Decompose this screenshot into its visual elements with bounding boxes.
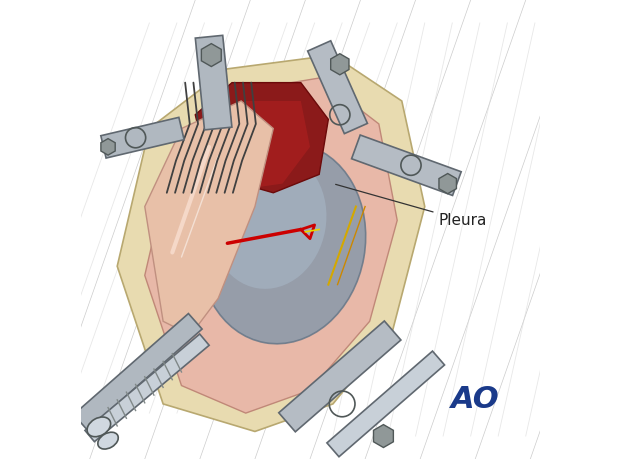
Polygon shape xyxy=(101,118,184,158)
Polygon shape xyxy=(308,41,368,134)
Polygon shape xyxy=(205,101,310,193)
Ellipse shape xyxy=(211,152,327,289)
Text: AO: AO xyxy=(451,385,500,414)
Polygon shape xyxy=(352,135,461,196)
Ellipse shape xyxy=(98,432,118,449)
Text: Pleura: Pleura xyxy=(335,185,487,228)
Ellipse shape xyxy=(199,143,366,344)
Polygon shape xyxy=(327,351,445,457)
Ellipse shape xyxy=(87,417,110,437)
Polygon shape xyxy=(144,78,397,413)
Polygon shape xyxy=(117,55,425,431)
Polygon shape xyxy=(195,35,232,130)
Polygon shape xyxy=(195,83,329,193)
Polygon shape xyxy=(74,313,202,430)
Polygon shape xyxy=(279,321,401,432)
Polygon shape xyxy=(85,334,209,442)
Polygon shape xyxy=(144,101,273,335)
